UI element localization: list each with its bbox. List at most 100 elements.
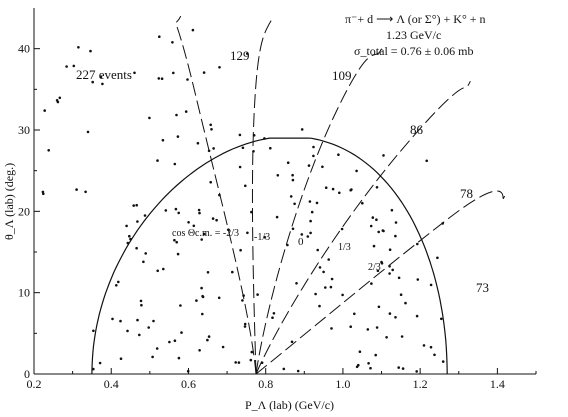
data-point [65, 65, 68, 68]
data-point [370, 282, 373, 285]
data-point [215, 218, 218, 222]
data-point [244, 184, 247, 188]
data-point [132, 204, 135, 207]
data-point [99, 75, 103, 79]
data-point [173, 162, 177, 166]
data-point [355, 169, 358, 173]
data-point [289, 195, 293, 198]
data-point [349, 325, 353, 329]
data-point [58, 96, 62, 100]
x-tick-label: 0.8 [258, 377, 273, 391]
data-point [429, 283, 433, 287]
data-point [382, 154, 385, 157]
data-point [180, 331, 183, 334]
data-point [316, 248, 320, 252]
data-point [341, 293, 344, 297]
data-point [202, 232, 206, 236]
data-point [272, 312, 276, 315]
data-point [295, 282, 298, 285]
data-point [128, 234, 131, 238]
data-point [330, 277, 334, 281]
data-point [91, 80, 94, 84]
data-point [177, 356, 181, 360]
data-point [371, 216, 375, 219]
data-point [89, 49, 92, 53]
data-point [369, 366, 372, 370]
data-point [369, 224, 373, 228]
data-point [238, 165, 242, 169]
data-point [291, 173, 294, 177]
bin-count-109: 109 [332, 68, 352, 83]
data-point [372, 244, 376, 248]
data-point [191, 28, 195, 32]
data-point [197, 208, 201, 212]
data-point [394, 234, 397, 238]
bin-count-78: 78 [460, 186, 473, 201]
cos-curve-1-3 [255, 80, 471, 375]
data-point [238, 133, 242, 137]
y-tick-label: 10 [18, 286, 30, 300]
data-point [206, 271, 210, 274]
data-point [337, 153, 340, 156]
data-point [340, 227, 344, 231]
data-point [385, 336, 388, 339]
data-point [198, 349, 201, 352]
data-point [200, 286, 203, 290]
data-point [172, 71, 175, 75]
data-point [307, 164, 311, 167]
cos-value-zero: 0 [298, 236, 304, 248]
data-point [218, 66, 221, 69]
data-point [388, 265, 391, 268]
data-point [158, 35, 161, 38]
x-tick-label: 1.4 [490, 377, 505, 391]
data-point [201, 312, 204, 316]
cos-curve-neg-2-3 [175, 15, 257, 375]
data-point [415, 314, 419, 318]
data-point [202, 71, 206, 74]
data-point [275, 215, 279, 219]
data-point [136, 220, 139, 223]
data-points [41, 28, 445, 373]
data-point [168, 340, 171, 344]
data-point [321, 165, 324, 169]
data-point [142, 260, 145, 264]
data-point [425, 159, 429, 163]
data-point [309, 219, 312, 223]
data-point [75, 188, 78, 191]
data-point [126, 329, 129, 333]
data-point [201, 294, 204, 298]
data-point [271, 316, 274, 320]
x-tick-label: 0.4 [104, 377, 119, 391]
data-point [84, 190, 87, 194]
data-point [312, 154, 315, 158]
data-point [355, 365, 359, 369]
data-point [433, 353, 436, 357]
data-point [324, 286, 327, 289]
data-point [388, 248, 392, 251]
x-tick-label: 1.2 [413, 377, 428, 391]
data-point [269, 146, 272, 150]
data-point [377, 305, 381, 309]
data-point [144, 252, 147, 255]
data-point [125, 224, 128, 228]
data-point [119, 357, 123, 361]
data-point [86, 130, 90, 134]
data-point [211, 217, 215, 220]
data-point [176, 252, 180, 256]
cos-value-two-thirds: 2/3 [368, 262, 381, 273]
data-point [306, 235, 310, 238]
data-point [136, 318, 139, 322]
data-point [175, 113, 178, 117]
data-point [217, 296, 221, 300]
data-point [401, 367, 405, 370]
data-point [72, 64, 76, 68]
bin-count-86: 86 [410, 122, 423, 137]
data-point [397, 276, 401, 280]
data-point [218, 193, 221, 197]
data-point [55, 99, 59, 102]
data-point [286, 243, 289, 247]
data-point [400, 335, 404, 338]
data-point [135, 246, 138, 250]
data-point [380, 262, 384, 265]
data-point [388, 272, 391, 275]
